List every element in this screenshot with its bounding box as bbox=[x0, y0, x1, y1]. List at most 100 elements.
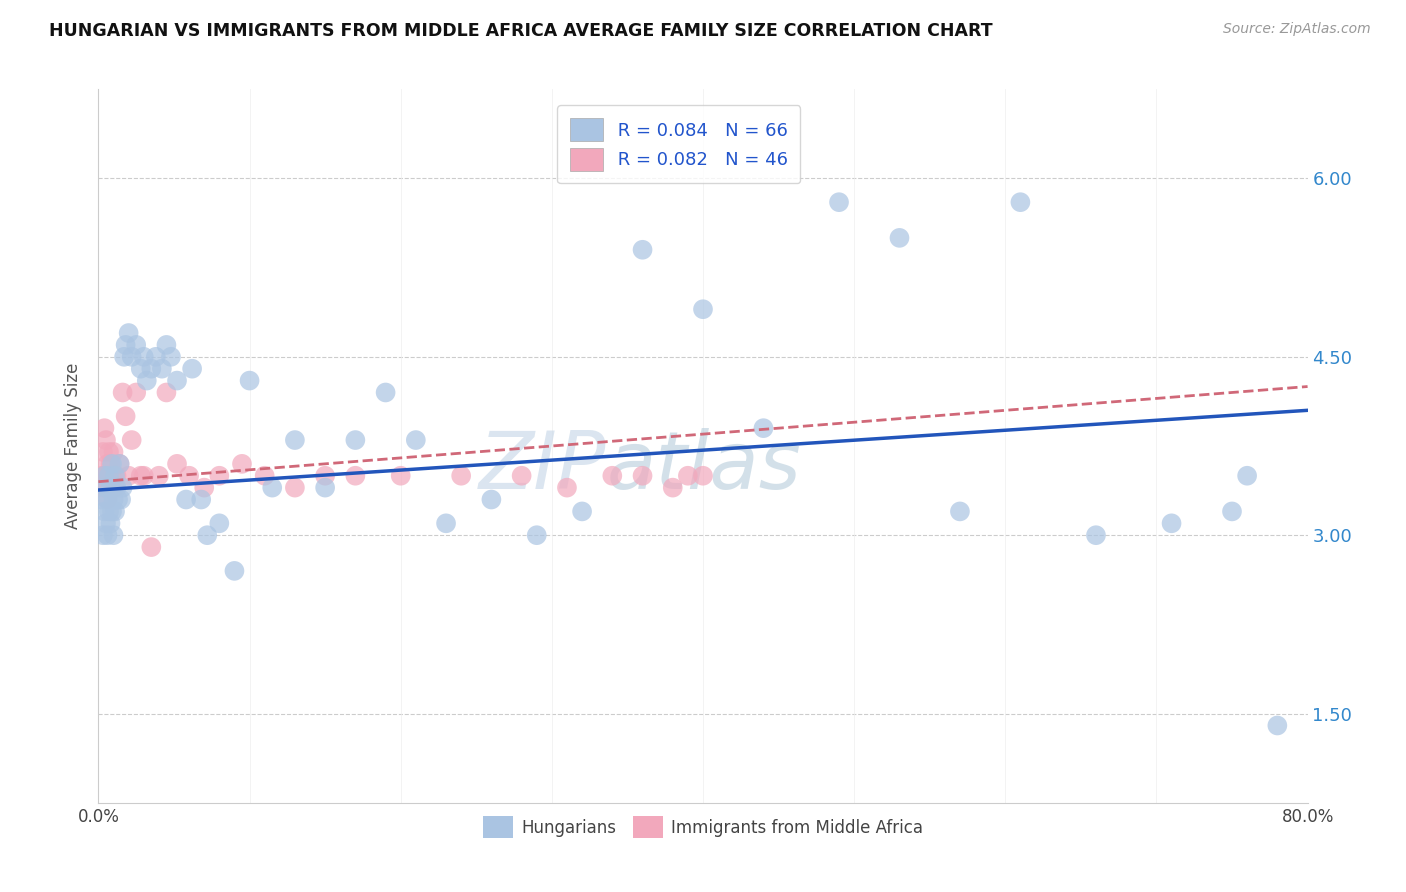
Point bbox=[121, 433, 143, 447]
Point bbox=[112, 350, 135, 364]
Point bbox=[91, 481, 114, 495]
Point bbox=[166, 457, 188, 471]
Point bbox=[98, 504, 121, 518]
Point bbox=[1236, 468, 1258, 483]
Point bbox=[101, 457, 124, 471]
Point bbox=[166, 374, 188, 388]
Point bbox=[98, 468, 121, 483]
Point bbox=[91, 528, 114, 542]
Point bbox=[314, 481, 336, 495]
Point bbox=[118, 468, 141, 483]
Point bbox=[103, 492, 125, 507]
Point bbox=[100, 481, 122, 495]
Point bbox=[93, 468, 115, 483]
Point bbox=[129, 468, 152, 483]
Point bbox=[193, 481, 215, 495]
Point bbox=[100, 516, 122, 531]
Point bbox=[93, 421, 115, 435]
Point bbox=[1220, 504, 1243, 518]
Point bbox=[571, 504, 593, 518]
Point bbox=[160, 350, 183, 364]
Point bbox=[114, 338, 136, 352]
Point bbox=[239, 374, 262, 388]
Text: HUNGARIAN VS IMMIGRANTS FROM MIDDLE AFRICA AVERAGE FAMILY SIZE CORRELATION CHART: HUNGARIAN VS IMMIGRANTS FROM MIDDLE AFRI… bbox=[49, 22, 993, 40]
Point bbox=[631, 468, 654, 483]
Point bbox=[692, 302, 714, 317]
Point bbox=[93, 504, 115, 518]
Point bbox=[98, 445, 121, 459]
Point bbox=[145, 350, 167, 364]
Point bbox=[114, 409, 136, 424]
Point bbox=[949, 504, 972, 518]
Point bbox=[98, 468, 121, 483]
Point bbox=[195, 528, 218, 542]
Point bbox=[96, 492, 118, 507]
Point bbox=[450, 468, 472, 483]
Point bbox=[132, 350, 155, 364]
Point bbox=[661, 481, 683, 495]
Point bbox=[405, 433, 427, 447]
Point bbox=[107, 492, 129, 507]
Point bbox=[91, 445, 114, 459]
Point bbox=[118, 326, 141, 340]
Point bbox=[344, 433, 367, 447]
Point bbox=[174, 492, 197, 507]
Point bbox=[434, 516, 457, 531]
Point bbox=[148, 468, 170, 483]
Point bbox=[344, 468, 367, 483]
Point bbox=[125, 385, 148, 400]
Point bbox=[510, 468, 533, 483]
Point bbox=[101, 468, 124, 483]
Point bbox=[1160, 516, 1182, 531]
Point bbox=[374, 385, 396, 400]
Point bbox=[676, 468, 699, 483]
Point bbox=[284, 433, 307, 447]
Point bbox=[129, 361, 152, 376]
Point bbox=[141, 361, 163, 376]
Point bbox=[94, 433, 117, 447]
Point bbox=[121, 350, 143, 364]
Point bbox=[1267, 718, 1289, 732]
Point bbox=[94, 481, 117, 495]
Point bbox=[94, 481, 117, 495]
Point bbox=[752, 421, 775, 435]
Point bbox=[96, 457, 118, 471]
Point bbox=[94, 516, 117, 531]
Y-axis label: Average Family Size: Average Family Size bbox=[65, 363, 83, 529]
Point bbox=[90, 492, 112, 507]
Point bbox=[828, 195, 851, 210]
Point bbox=[100, 457, 122, 471]
Point bbox=[141, 540, 163, 554]
Point bbox=[103, 528, 125, 542]
Point bbox=[526, 528, 548, 542]
Point bbox=[111, 481, 134, 495]
Point bbox=[104, 468, 127, 483]
Point bbox=[555, 481, 578, 495]
Point bbox=[1085, 528, 1108, 542]
Point bbox=[125, 338, 148, 352]
Legend: Hungarians, Immigrants from Middle Africa: Hungarians, Immigrants from Middle Afric… bbox=[477, 810, 929, 845]
Point bbox=[105, 481, 128, 495]
Point bbox=[389, 468, 412, 483]
Point bbox=[100, 481, 122, 495]
Text: ZIP: ZIP bbox=[479, 428, 606, 507]
Point bbox=[96, 492, 118, 507]
Point bbox=[132, 468, 155, 483]
Point bbox=[208, 516, 231, 531]
Point bbox=[104, 481, 127, 495]
Point bbox=[135, 374, 157, 388]
Point bbox=[155, 338, 177, 352]
Text: Source: ZipAtlas.com: Source: ZipAtlas.com bbox=[1223, 22, 1371, 37]
Point bbox=[190, 492, 212, 507]
Point bbox=[314, 468, 336, 483]
Point bbox=[155, 385, 177, 400]
Point bbox=[631, 243, 654, 257]
Text: atlas: atlas bbox=[606, 428, 801, 507]
Point bbox=[231, 457, 253, 471]
Point bbox=[105, 468, 128, 483]
Point bbox=[208, 468, 231, 483]
Point bbox=[96, 528, 118, 542]
Point bbox=[103, 445, 125, 459]
Point bbox=[481, 492, 503, 507]
Point bbox=[101, 504, 124, 518]
